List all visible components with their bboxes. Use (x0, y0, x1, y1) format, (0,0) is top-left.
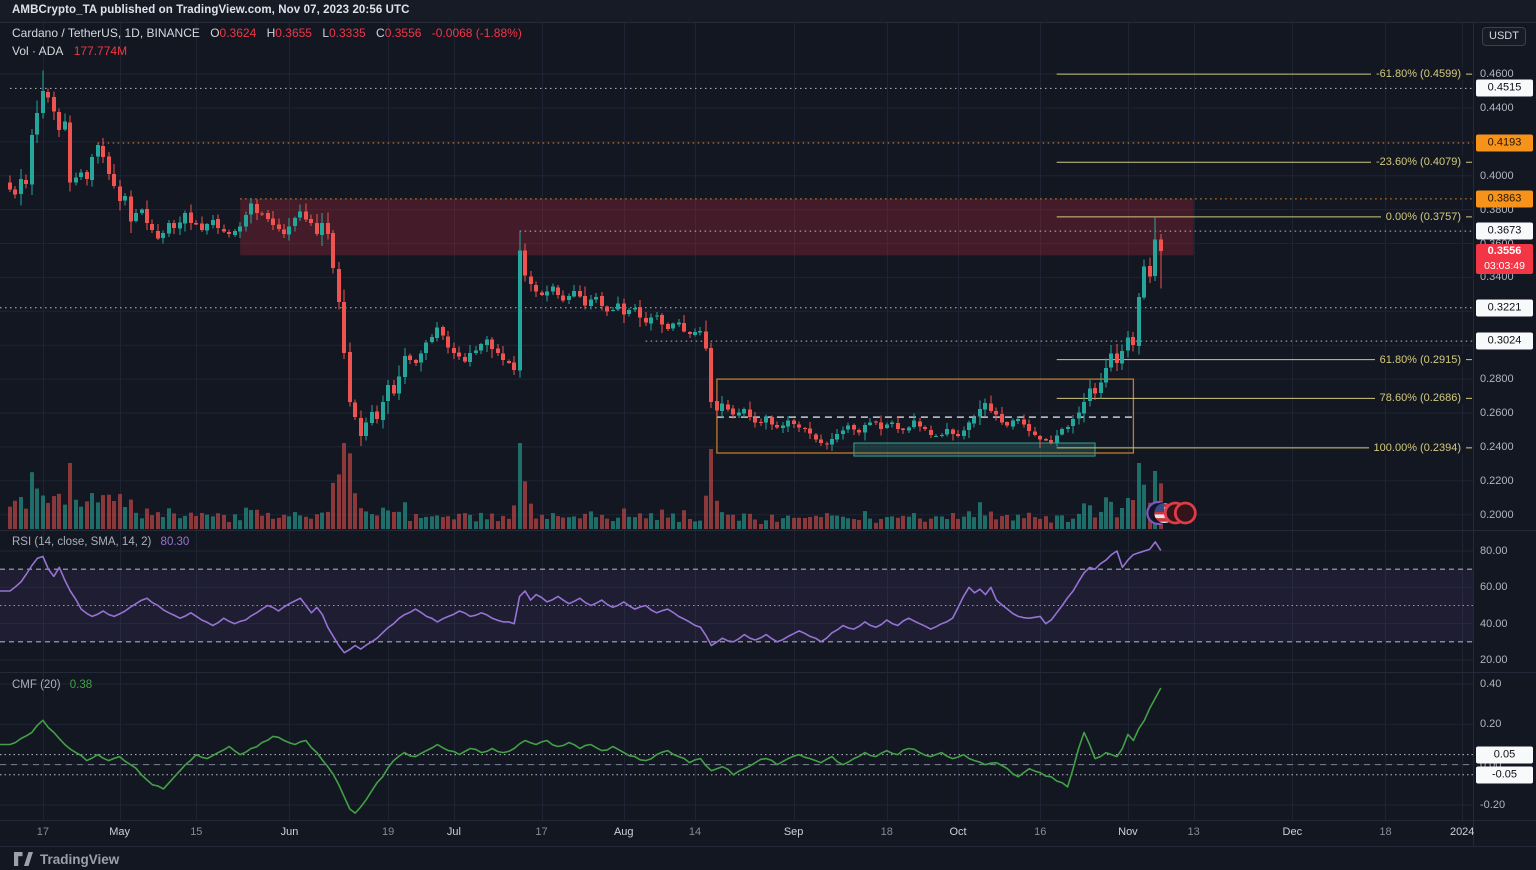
pane-separators (0, 22, 1536, 847)
range-box-orange (716, 378, 1135, 454)
rsi-axis-tick: 80.00 (1480, 545, 1508, 557)
cmf-axis-tick: -0.20 (1480, 799, 1506, 811)
time-axis-label-aug[interactable]: Aug (613, 826, 634, 838)
tradingview-logo-icon (14, 851, 33, 866)
fib-level-label: 78.60% (0.2686) (1374, 392, 1466, 405)
fib-level-label: -23.60% (0.4079) (1371, 156, 1466, 169)
cmf-axis-tick: 0.40 (1480, 678, 1502, 690)
volume-row: Vol · ADA 177.774M (12, 44, 522, 60)
time-axis-label-sep[interactable]: Sep (783, 826, 804, 838)
price-badge-white: 0.4515 (1476, 79, 1533, 97)
price-axis-tick: 0.4400 (1480, 101, 1514, 114)
price-axis-tick: 0.3400 (1480, 271, 1514, 284)
cmf-pane-title: CMF (20) 0.38 (12, 679, 92, 691)
time-axis-label-18[interactable]: 18 (1379, 826, 1392, 838)
fib-level-label: 0.00% (0.3757) (1380, 210, 1466, 223)
time-axis-label-16[interactable]: 16 (1034, 826, 1047, 838)
time-axis-label-18[interactable]: 18 (880, 826, 893, 838)
time-axis-label-14[interactable]: 14 (688, 826, 702, 838)
time-axis-label-oct[interactable]: Oct (949, 826, 967, 838)
price-axis-tick: 0.2400 (1480, 440, 1514, 453)
volume-label: Vol · ADA (12, 44, 64, 58)
high-value: 0.3655 (275, 26, 312, 40)
time-axis-label-17[interactable]: 17 (535, 826, 548, 838)
cmf-pane (0, 687, 1473, 814)
fib-level-label: 100.00% (0.2394) (1368, 441, 1466, 454)
publish-line: AMBCrypto_TA published on TradingView.co… (12, 4, 410, 16)
volume-bars (8, 443, 1163, 529)
time-axis-label-dec[interactable]: Dec (1282, 826, 1303, 838)
rsi-axis-tick: 40.00 (1480, 617, 1508, 630)
price-badge-white: 0.3024 (1476, 332, 1533, 350)
price-axis-tick: 0.2000 (1480, 508, 1514, 521)
flag-emoji-markers (1146, 500, 1197, 526)
rsi-title-text[interactable]: RSI (14, close, SMA, 14, 2) (12, 536, 152, 548)
price-axis-tick: 0.2800 (1480, 373, 1514, 386)
open-label: O (210, 26, 220, 40)
price-axis-tick: 0.2200 (1480, 474, 1514, 487)
cmf-level-badge: 0.05 (1476, 746, 1533, 764)
last-price-value: 0.3556 (1487, 244, 1522, 257)
symbol-title[interactable]: Cardano / TetherUS, 1D, BINANCE (12, 26, 200, 40)
close-value: 0.3556 (384, 26, 422, 40)
price-axis-tick: 0.4000 (1480, 169, 1514, 182)
rsi-axis-tick: 60.00 (1480, 581, 1508, 594)
time-axis-label-13[interactable]: 13 (1187, 826, 1200, 838)
price-badge-white: 0.3221 (1476, 299, 1533, 317)
cmf-title-text[interactable]: CMF (20) (12, 679, 61, 691)
time-axis-label-15[interactable]: 15 (190, 826, 203, 838)
volume-value: 177.774M (73, 44, 128, 58)
demand-zone-box (853, 442, 1096, 457)
fib-level-label: 61.80% (0.2915) (1374, 353, 1466, 366)
symbol-row: Cardano / TetherUS, 1D, BINANCE O0.3624 … (12, 26, 522, 42)
cmf-level-badge: -0.05 (1476, 766, 1533, 784)
time-axis-label-nov[interactable]: Nov (1118, 826, 1138, 838)
candles (8, 70, 1163, 452)
time-axis-label-jun[interactable]: Jun (280, 826, 299, 838)
cmf-line (0, 687, 1162, 814)
rsi-axis-tick: 20.00 (1480, 654, 1508, 666)
tradingview-logo-text: TradingView (40, 851, 120, 867)
time-axis-label-jul[interactable]: Jul (446, 826, 461, 838)
rsi-line (0, 541, 1162, 654)
price-badge-orange: 0.3863 (1476, 190, 1533, 208)
low-value: 0.3335 (329, 26, 366, 40)
time-axis-label-may[interactable]: May (109, 826, 130, 838)
last-price-badge: 0.3556 03:03:49 (1476, 243, 1533, 274)
time-axis-label-19[interactable]: 19 (381, 826, 395, 838)
currency-toggle-button[interactable]: USDT (1482, 27, 1526, 46)
cmf-axis-tick: 0.20 (1480, 718, 1502, 731)
resistance-zone-box (240, 198, 1194, 256)
countdown-timer: 03:03:49 (1484, 259, 1525, 272)
price-badge-white: 0.3673 (1476, 222, 1533, 240)
high-label: H (266, 26, 276, 40)
price-axis-tick: 0.2600 (1480, 407, 1514, 419)
chart-legend: Cardano / TetherUS, 1D, BINANCE O0.3624 … (12, 26, 522, 60)
rsi-value: 80.30 (160, 536, 190, 548)
tradingview-logo[interactable]: TradingView (14, 849, 119, 869)
price-badge-orange: 0.4193 (1476, 134, 1533, 152)
drawing-zones (240, 198, 1194, 457)
gridlines (0, 23, 1473, 820)
rsi-pane-title: RSI (14, close, SMA, 14, 2) 80.30 (12, 536, 189, 548)
fib-level-label: -61.80% (0.4599) (1371, 68, 1466, 81)
cmf-value: 0.38 (69, 679, 93, 691)
price-axis-tick: 0.4600 (1480, 68, 1514, 80)
publish-bar: AMBCrypto_TA published on TradingView.co… (0, 0, 1536, 23)
rsi-band (0, 569, 1473, 642)
low-label: L (322, 26, 329, 40)
change-value: -0.0068 (-1.88%) (431, 26, 522, 40)
time-axis-label-17[interactable]: 17 (36, 826, 49, 838)
close-label: C (376, 26, 385, 40)
rsi-pane (0, 541, 1473, 654)
open-value: 0.3624 (219, 26, 257, 40)
horizontal-rays (0, 87, 1473, 342)
time-axis-label-2024[interactable]: 2024 (1449, 826, 1475, 838)
